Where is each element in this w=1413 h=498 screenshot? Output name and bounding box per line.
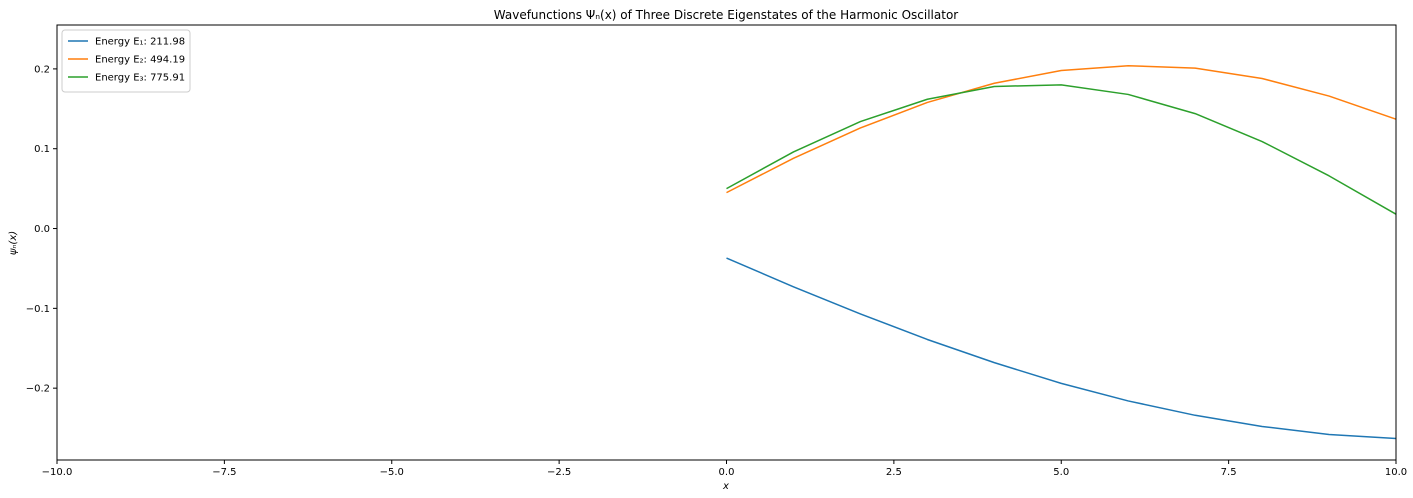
x-tick-label: 0.0 — [719, 467, 735, 478]
x-tick-label: 10.0 — [1385, 467, 1407, 478]
x-axis-label: x — [722, 481, 729, 492]
plot-area — [57, 25, 1396, 460]
x-tick-label: 5.0 — [1053, 467, 1069, 478]
x-tick-label: −5.0 — [380, 467, 404, 478]
y-tick-label: −0.2 — [26, 384, 50, 395]
legend-label-1: Energy E₁: 211.98 — [95, 37, 185, 48]
series-line-1 — [726, 257, 1397, 440]
x-tick-label: −10.0 — [42, 467, 73, 478]
legend-box — [61, 29, 191, 93]
x-tick-label: 2.5 — [886, 467, 902, 478]
y-tick-label: −0.1 — [26, 304, 50, 315]
legend-label-2: Energy E₂: 494.19 — [95, 55, 185, 66]
chart-title: Wavefunctions Ψₙ(x) of Three Discrete Ei… — [494, 8, 959, 22]
series-layer — [726, 64, 1397, 440]
y-tick-label: 0.0 — [34, 224, 50, 235]
plot-background — [57, 25, 1396, 460]
x-tick-label: −2.5 — [547, 467, 571, 478]
series-line-3 — [726, 84, 1397, 215]
y-axis-label: ψₙ(x) — [8, 231, 19, 255]
axes: −10.0 −7.5 −5.0 −2.5 0.0 2.5 5.0 7.5 10.0 −0.2 −0.… — [26, 24, 1407, 478]
y-tick-label: 0.1 — [34, 144, 50, 155]
y-tick-label: 0.2 — [34, 64, 50, 75]
series-line-2 — [726, 64, 1397, 194]
legend-label-3: Energy E₃: 775.91 — [95, 73, 185, 84]
x-tick-label: −7.5 — [212, 467, 236, 478]
legend: Energy E₁: 211.98 Energy E₂: 494.19 Energy… — [61, 29, 191, 93]
x-tick-label: 7.5 — [1221, 467, 1237, 478]
